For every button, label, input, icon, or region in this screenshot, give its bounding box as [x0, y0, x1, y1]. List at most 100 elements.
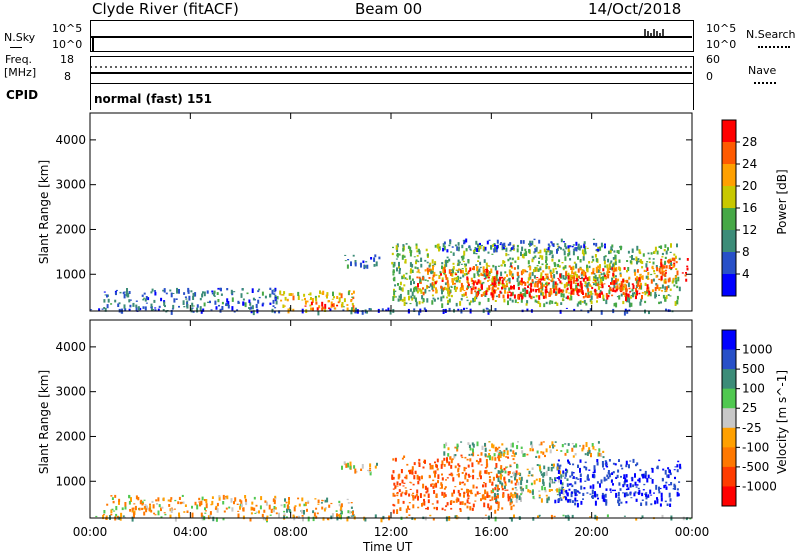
data-cell — [237, 513, 240, 518]
x-tick-label: 12:00 — [374, 525, 409, 539]
data-cell — [529, 266, 532, 271]
y-tick-label: 3000 — [55, 385, 86, 399]
data-cell — [430, 268, 433, 271]
data-cell — [463, 466, 466, 472]
data-cell — [250, 512, 253, 515]
data-cell — [216, 292, 219, 295]
data-cell — [572, 472, 575, 474]
data-cell — [561, 444, 564, 448]
data-cell — [485, 459, 488, 464]
data-cell — [524, 248, 527, 252]
data-cell — [441, 303, 444, 308]
data-cell — [373, 264, 376, 267]
data-cell — [520, 277, 523, 283]
data-cell — [413, 256, 416, 258]
data-cell — [520, 446, 523, 449]
data-cell — [343, 461, 346, 465]
data-cell — [422, 483, 425, 489]
data-cell — [577, 282, 579, 287]
data-cell — [286, 508, 288, 513]
data-cell — [627, 267, 630, 272]
data-cell — [593, 276, 596, 278]
data-cell — [264, 500, 267, 503]
data-cell — [460, 269, 462, 274]
data-cell — [640, 282, 642, 286]
data-cell — [469, 447, 472, 451]
data-cell — [346, 307, 349, 311]
data-cell — [527, 277, 530, 281]
data-cell — [201, 496, 204, 501]
data-cell — [415, 287, 418, 292]
data-cell — [566, 449, 569, 453]
data-cell — [491, 481, 494, 486]
data-cell — [595, 290, 598, 292]
data-cell — [629, 492, 632, 494]
data-cell — [617, 278, 620, 282]
data-cell — [595, 258, 598, 262]
data-cell — [466, 493, 469, 497]
data-cell — [433, 470, 436, 474]
data-cell — [498, 294, 501, 298]
data-cell — [538, 239, 541, 244]
data-cell — [490, 292, 493, 296]
data-cell — [533, 275, 536, 279]
data-cell — [597, 497, 599, 500]
data-cell — [579, 288, 581, 293]
data-cell — [271, 289, 274, 295]
colorbar-swatch — [722, 252, 736, 275]
data-cell — [487, 280, 489, 282]
data-cell — [467, 464, 470, 468]
data-cell — [664, 244, 667, 248]
data-cell — [599, 483, 601, 488]
data-cell — [492, 295, 495, 301]
data-cell — [510, 493, 513, 496]
data-cell — [154, 290, 156, 292]
data-cell — [618, 498, 621, 502]
data-cell — [548, 266, 551, 270]
data-cell — [677, 493, 680, 497]
data-cell — [316, 307, 319, 311]
data-cell — [492, 444, 495, 449]
data-cell — [288, 497, 290, 501]
data-cell — [593, 468, 596, 473]
data-cell — [549, 445, 551, 449]
data-cell — [415, 493, 418, 497]
data-cell — [562, 275, 565, 280]
data-cell — [240, 503, 243, 507]
data-cell — [490, 245, 492, 249]
data-cell — [178, 305, 180, 308]
data-cell — [150, 303, 153, 307]
data-cell — [102, 515, 105, 520]
data-cell — [330, 301, 333, 306]
data-cell — [330, 502, 333, 505]
data-cell — [676, 270, 679, 276]
data-cell — [508, 471, 511, 474]
plot-frame — [89, 319, 693, 519]
data-cell — [631, 283, 634, 286]
data-cell — [613, 284, 616, 289]
data-cell — [118, 302, 121, 305]
data-cell — [619, 285, 622, 288]
data-cell — [463, 483, 466, 486]
data-cell — [392, 509, 395, 514]
data-cell — [430, 483, 433, 487]
data-cell — [484, 447, 487, 452]
y-tick-label: 2000 — [55, 429, 86, 443]
data-cell — [523, 453, 526, 455]
nsky-tick-bottom: 10^0 — [52, 38, 83, 51]
data-cell — [494, 496, 497, 500]
data-cell — [154, 307, 157, 309]
data-cell — [575, 477, 578, 480]
data-cell — [641, 292, 644, 294]
data-cell — [494, 281, 497, 284]
colorbar-tick-label: 4 — [742, 267, 750, 281]
cpid-panel-frame — [90, 84, 694, 110]
data-cell — [496, 270, 499, 275]
data-cell — [538, 514, 541, 517]
data-cell — [589, 516, 592, 518]
data-cell — [668, 484, 671, 486]
data-cell — [625, 474, 628, 478]
data-cell — [450, 251, 453, 253]
y-tick-label: 1000 — [55, 474, 86, 488]
data-cell — [154, 291, 157, 296]
